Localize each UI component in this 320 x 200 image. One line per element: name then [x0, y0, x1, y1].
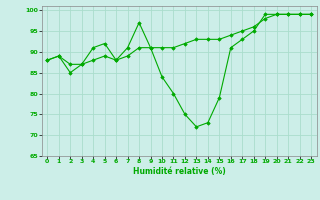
X-axis label: Humidité relative (%): Humidité relative (%) — [133, 167, 226, 176]
